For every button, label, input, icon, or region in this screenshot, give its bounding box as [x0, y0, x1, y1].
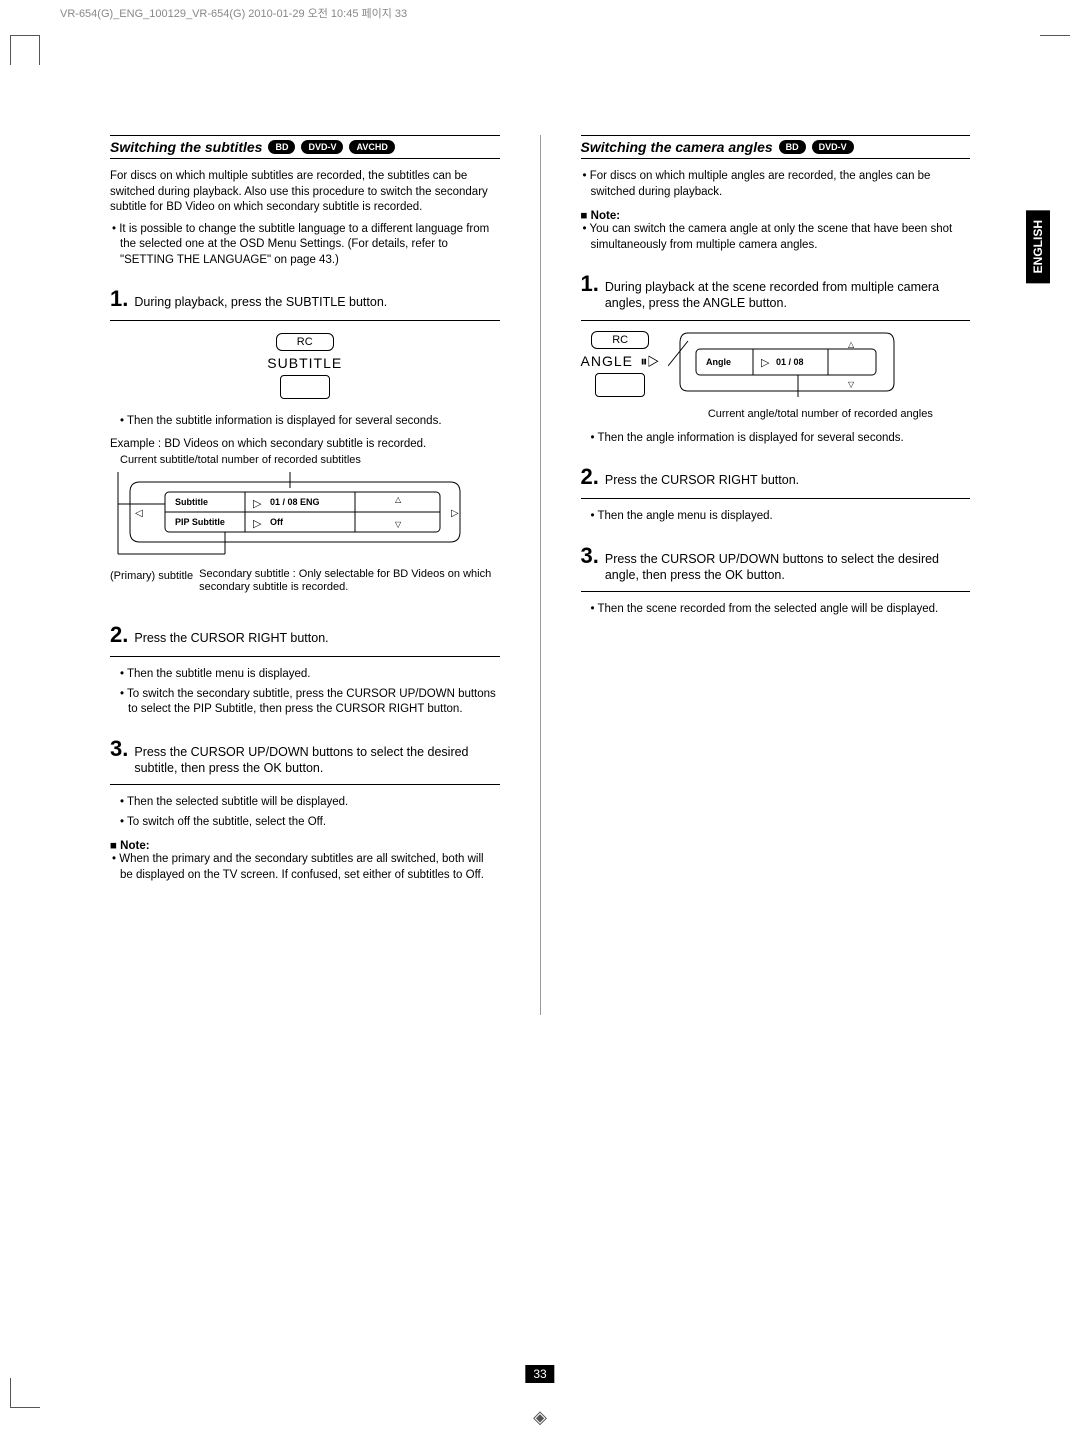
- step-text: During playback, press the SUBTITLE butt…: [134, 294, 387, 310]
- section-title-text: Switching the subtitles: [110, 139, 262, 155]
- key-label: ANGLE: [581, 353, 633, 369]
- osd-diagram: Subtitle 01 / 08 ENG PIP Subtitle Off △ …: [110, 472, 500, 562]
- step-bullet: Then the angle menu is displayed.: [581, 509, 971, 525]
- page-content: Switching the subtitles BD DVD-V AVCHD F…: [110, 135, 970, 1015]
- svg-text:△: △: [848, 340, 855, 349]
- angle-diagram: RC ANGLE ⏸▷ Angle 01 / 08 △ ▽ ▷: [581, 331, 971, 421]
- step-2: 2. Press the CURSOR RIGHT button.: [581, 464, 971, 499]
- secondary-subtitle-label: Secondary subtitle : Only selectable for…: [199, 568, 499, 594]
- svg-text:01 / 08: 01 / 08: [776, 357, 804, 367]
- svg-text:Subtitle: Subtitle: [175, 497, 208, 507]
- registration-mark: ◈: [533, 1407, 547, 1428]
- step-text: During playback at the scene recorded fr…: [605, 279, 970, 312]
- format-badge: DVD-V: [301, 140, 343, 154]
- svg-text:◁: ◁: [135, 508, 143, 519]
- svg-text:▽: ▽: [395, 520, 402, 529]
- column-divider: [540, 135, 541, 1015]
- step-number: 2.: [110, 622, 128, 648]
- example-label: Example : BD Videos on which secondary s…: [110, 438, 500, 450]
- print-header: VR-654(G)_ENG_100129_VR-654(G) 2010-01-2…: [60, 5, 407, 21]
- crop-mark: [1040, 35, 1070, 65]
- step-number: 1.: [581, 271, 599, 297]
- step-bullet: Then the angle information is displayed …: [581, 431, 971, 447]
- language-tab: ENGLISH: [1026, 210, 1050, 283]
- right-column: Switching the camera angles BD DVD-V For…: [581, 135, 971, 1015]
- svg-text:▷: ▷: [253, 498, 262, 510]
- step-number: 1.: [110, 286, 128, 312]
- step-number: 3.: [110, 736, 128, 762]
- section-title-text: Switching the camera angles: [581, 139, 773, 155]
- remote-diagram: RC ANGLE ⏸▷: [581, 331, 660, 400]
- step-bullet: Then the scene recorded from the selecte…: [581, 602, 971, 618]
- format-badge: AVCHD: [349, 140, 394, 154]
- intro-bullet: It is possible to change the subtitle la…: [110, 222, 500, 269]
- step-1: 1. During playback at the scene recorded…: [581, 271, 971, 321]
- step-bullet: Then the subtitle information is display…: [110, 414, 500, 430]
- key-label: SUBTITLE: [110, 355, 500, 371]
- step-bullet: Then the selected subtitle will be displ…: [110, 795, 500, 811]
- format-badge: DVD-V: [812, 140, 854, 154]
- angle-button-icon: [595, 373, 645, 397]
- format-badge: BD: [268, 140, 295, 154]
- step-bullet: To switch the secondary subtitle, press …: [110, 687, 500, 718]
- svg-text:▽: ▽: [848, 380, 855, 389]
- step-bullet: To switch off the subtitle, select the O…: [110, 815, 500, 831]
- subtitle-button-icon: [280, 375, 330, 399]
- note-header: Note:: [581, 210, 971, 222]
- remote-diagram: RC SUBTITLE: [110, 333, 500, 402]
- step-number: 3.: [581, 543, 599, 569]
- left-column: Switching the subtitles BD DVD-V AVCHD F…: [110, 135, 500, 1015]
- svg-text:Off: Off: [270, 517, 284, 527]
- svg-text:01 / 08 ENG: 01 / 08 ENG: [270, 497, 320, 507]
- step-bullet: Then the subtitle menu is displayed.: [110, 667, 500, 683]
- rc-label: RC: [591, 331, 649, 349]
- svg-text:PIP Subtitle: PIP Subtitle: [175, 517, 225, 527]
- step-number: 2.: [581, 464, 599, 490]
- step-1: 1. During playback, press the SUBTITLE b…: [110, 286, 500, 321]
- diagram-caption: Current subtitle/total number of recorde…: [120, 454, 500, 466]
- note-bullet: When the primary and the secondary subti…: [110, 852, 500, 883]
- step-3: 3. Press the CURSOR UP/DOWN buttons to s…: [110, 736, 500, 786]
- svg-text:▷: ▷: [253, 518, 262, 530]
- intro-para: For discs on which multiple subtitles ar…: [110, 169, 500, 216]
- step-text: Press the CURSOR UP/DOWN buttons to sele…: [134, 744, 499, 777]
- note-bullet: You can switch the camera angle at only …: [581, 222, 971, 253]
- section-heading: Switching the camera angles BD DVD-V: [581, 135, 971, 159]
- section-heading: Switching the subtitles BD DVD-V AVCHD: [110, 135, 500, 159]
- step-2: 2. Press the CURSOR RIGHT button.: [110, 622, 500, 657]
- step-text: Press the CURSOR RIGHT button.: [605, 472, 799, 488]
- crop-mark: [10, 1378, 40, 1408]
- format-badge: BD: [779, 140, 806, 154]
- page-number: 33: [525, 1365, 554, 1383]
- rc-label: RC: [276, 333, 334, 351]
- step-3: 3. Press the CURSOR UP/DOWN buttons to s…: [581, 543, 971, 593]
- osd-diagram: Angle 01 / 08 △ ▽ ▷ Current angle/total …: [668, 331, 970, 421]
- diagram-caption: Current angle/total number of recorded a…: [708, 408, 970, 421]
- svg-text:△: △: [395, 495, 402, 504]
- intro-bullet: For discs on which multiple angles are r…: [581, 169, 971, 200]
- svg-text:Angle: Angle: [706, 357, 731, 367]
- crop-mark: [10, 35, 40, 65]
- primary-subtitle-label: (Primary) subtitle: [110, 568, 193, 594]
- svg-text:▷: ▷: [451, 508, 459, 519]
- step-text: Press the CURSOR UP/DOWN buttons to sele…: [605, 551, 970, 584]
- note-header: Note:: [110, 840, 500, 852]
- svg-text:▷: ▷: [761, 357, 770, 369]
- step-text: Press the CURSOR RIGHT button.: [134, 630, 328, 646]
